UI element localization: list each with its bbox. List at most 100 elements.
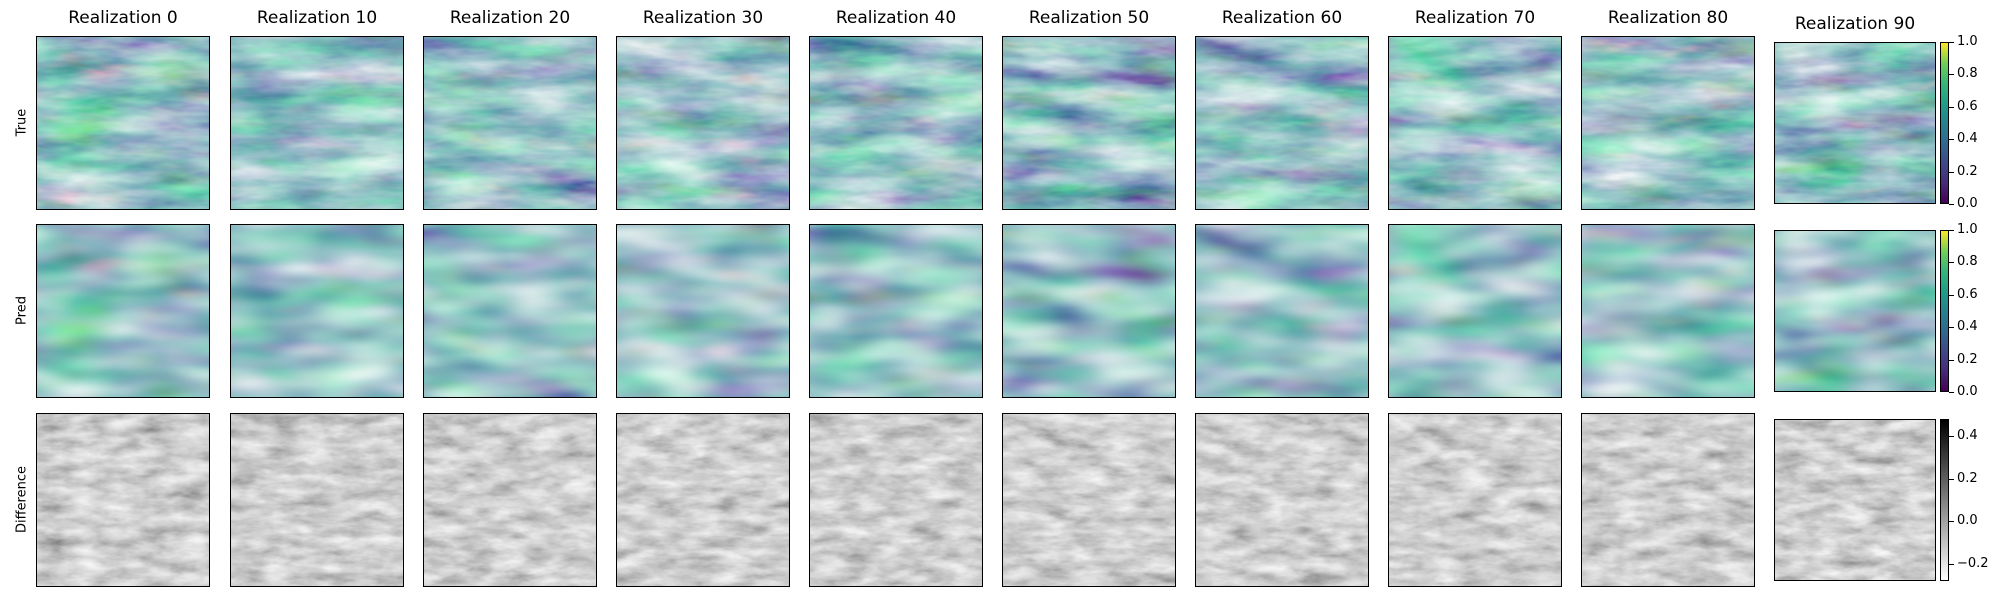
heatmap-panel-difference [1388,413,1562,587]
colorbar-tick-mark [1949,230,1954,231]
colorbar-tick-label: 0.0 [1957,384,1978,399]
column-title: Realization 70 [1414,8,1536,28]
heatmap-panel-difference [616,413,790,587]
colorbar-tick-mark [1949,327,1954,329]
heatmap-panel-pred [1195,224,1369,398]
colorbar-tick-label: 0.2 [1957,351,1978,367]
colorbar-tick-mark [1949,521,1954,523]
heatmap-panel-pred [1388,224,1562,398]
colorbar-tick-label: 0.2 [1957,470,1978,486]
heatmap-panel-pred [423,224,597,398]
heatmap-panel-true [1581,36,1755,210]
colorbar-tick-label: 0.4 [1957,131,1978,147]
heatmap-panel-difference [1774,419,1936,581]
heatmap-panel-true [1002,36,1176,210]
row-label-difference: Difference [14,465,30,534]
heatmap-field [617,414,789,586]
colorbar-tick-mark [1949,74,1954,76]
heatmap-field [1196,414,1368,586]
heatmap-field [1775,231,1935,391]
column-title: Realization 80 [1607,8,1729,28]
colorbar-tick-label: 0.2 [1957,163,1978,179]
column-title: Realization 60 [1221,8,1343,28]
heatmap-field [1775,420,1935,580]
heatmap-field [231,225,403,397]
colorbar-tick-mark [1949,42,1954,43]
colorbar-tick-mark [1949,139,1954,141]
heatmap-panel-pred [1774,230,1936,392]
heatmap-field [37,225,209,397]
heatmap-panel-pred [1581,224,1755,398]
heatmap-panel-difference [36,413,210,587]
row-label-pred: Pred [14,296,30,325]
heatmap-panel-difference [230,413,404,587]
heatmap-field [1389,37,1561,209]
column-title: Realization 0 [68,8,178,28]
row-label-true: True [14,108,30,137]
heatmap-panel-true [1195,36,1369,210]
colorbar-tick-mark [1949,106,1954,108]
colorbar-tick-label: 0.8 [1957,66,1978,82]
colorbar-tick-label: 1.0 [1957,222,1978,237]
colorbar-tick-label: 0.4 [1957,319,1978,335]
column-title: Realization 30 [642,8,764,28]
colorbar-tick-label: 0.8 [1957,254,1978,270]
heatmap-panel-true [36,36,210,210]
colorbar-difference [1940,419,1949,581]
colorbar-tick-mark [1949,204,1954,205]
colorbar-tick-label: −0.2 [1957,555,1989,571]
heatmap-field [1003,37,1175,209]
column-title: Realization 90 [1794,14,1916,34]
heatmap-field [810,225,982,397]
heatmap-field [424,37,596,209]
column-title: Realization 50 [1028,8,1150,28]
heatmap-panel-difference [423,413,597,587]
colorbar-tick-label: 1.0 [1957,34,1978,49]
colorbar-tick-mark [1949,563,1954,565]
colorbar-tick-mark [1949,478,1954,480]
heatmap-field [617,37,789,209]
colorbar-tick-label: 0.4 [1957,428,1978,444]
heatmap-field [1003,225,1175,397]
heatmap-panel-difference [809,413,983,587]
heatmap-field [1582,37,1754,209]
heatmap-panel-pred [809,224,983,398]
colorbar-tick-label: 0.6 [1957,98,1978,114]
heatmap-field [231,414,403,586]
heatmap-panel-pred [616,224,790,398]
colorbar-true [1940,42,1949,204]
colorbar-tick-mark [1949,294,1954,296]
heatmap-field [1389,225,1561,397]
heatmap-panel-difference [1195,413,1369,587]
heatmap-panel-pred [1002,224,1176,398]
colorbar-tick-label: 0.6 [1957,286,1978,302]
column-title: Realization 40 [835,8,957,28]
heatmap-panel-true [230,36,404,210]
colorbar-tick-label: 0.0 [1957,513,1978,529]
heatmap-field [37,37,209,209]
column-title: Realization 20 [449,8,571,28]
colorbar-tick-mark [1949,262,1954,264]
column-title: Realization 10 [256,8,378,28]
colorbar-tick-mark [1949,359,1954,361]
colorbar-tick-mark [1949,171,1954,173]
heatmap-field [1389,414,1561,586]
colorbar-tick-label: 0.0 [1957,196,1978,211]
heatmap-field [231,37,403,209]
heatmap-field [1775,43,1935,203]
heatmap-panel-difference [1581,413,1755,587]
colorbar-pred [1940,230,1949,392]
heatmap-field [617,225,789,397]
heatmap-field [1196,37,1368,209]
heatmap-panel-true [1388,36,1562,210]
heatmap-panel-true [1774,42,1936,204]
heatmap-field [810,414,982,586]
heatmap-field [37,414,209,586]
colorbar-tick-mark [1949,392,1954,393]
heatmap-field [1003,414,1175,586]
heatmap-field [424,414,596,586]
heatmap-field [1196,225,1368,397]
heatmap-panel-true [809,36,983,210]
heatmap-panel-pred [230,224,404,398]
heatmap-field [424,225,596,397]
